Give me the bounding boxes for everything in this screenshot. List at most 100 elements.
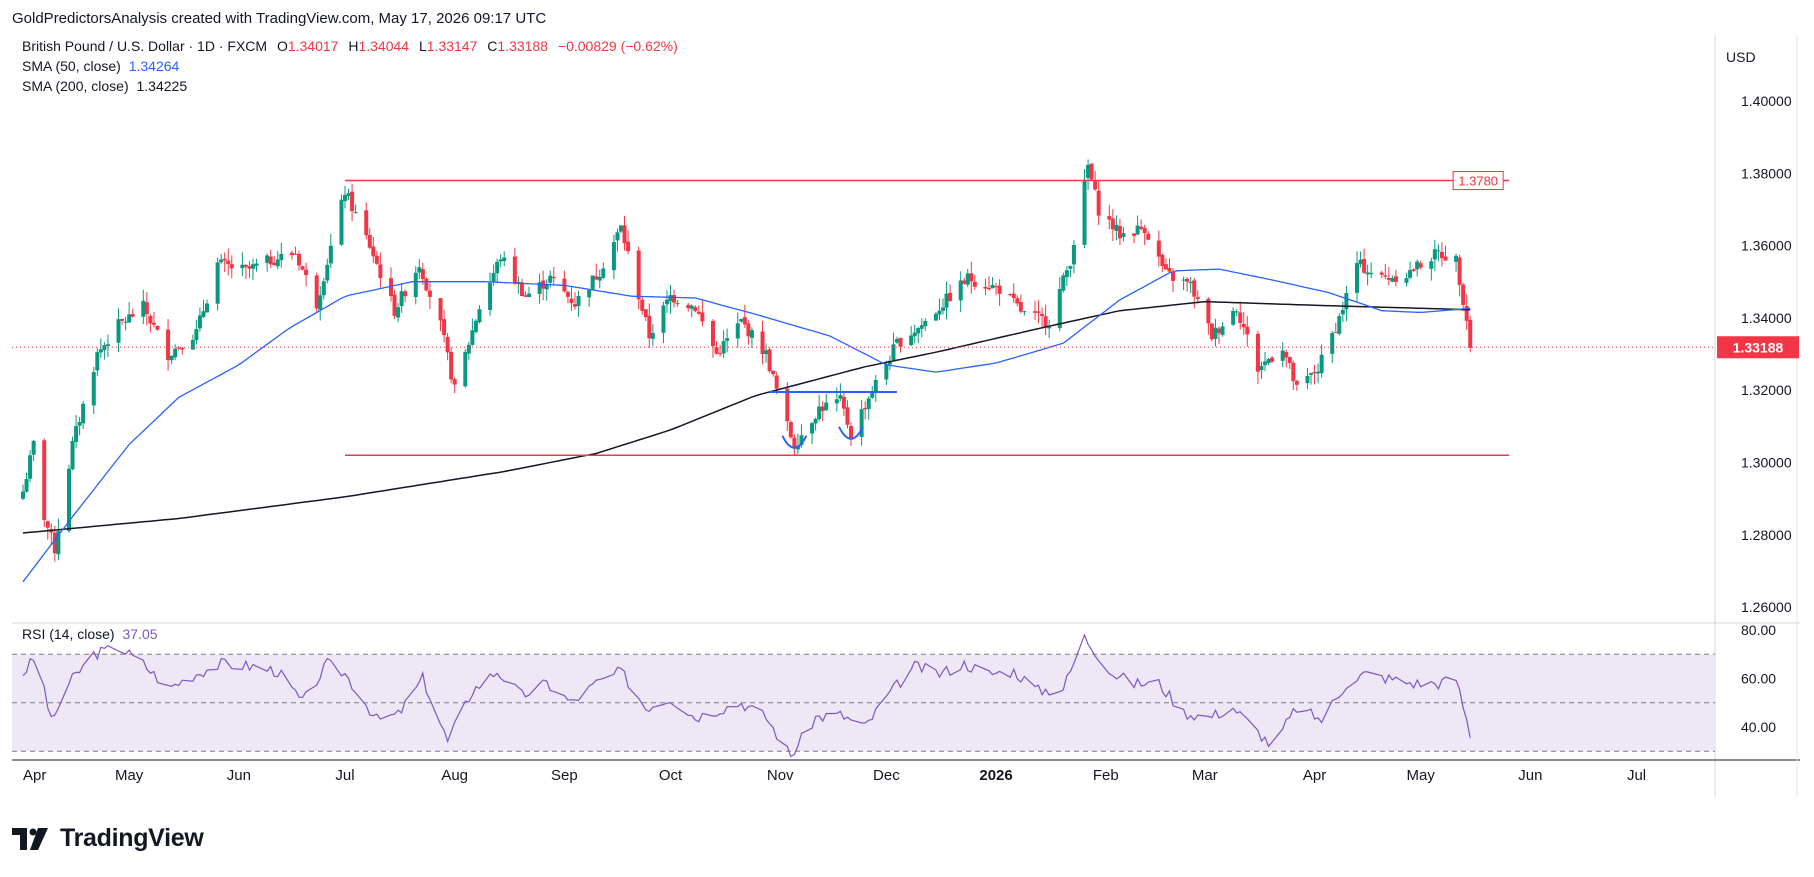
candle-body xyxy=(166,329,171,361)
candle-body xyxy=(328,245,333,264)
candle-body xyxy=(944,293,949,308)
candle-body xyxy=(1238,312,1243,323)
candle-body xyxy=(325,264,330,281)
sma50-label: SMA (50, close) xyxy=(22,58,121,74)
candle-body xyxy=(491,273,496,282)
candle-body xyxy=(343,195,347,202)
candle-body xyxy=(1457,257,1462,285)
candle-body xyxy=(1461,284,1466,305)
candle-body xyxy=(297,253,301,266)
candle-body xyxy=(650,333,655,339)
candle-body xyxy=(994,286,999,288)
candle-body xyxy=(1033,311,1037,313)
candle-body xyxy=(665,299,669,305)
candle-body xyxy=(1436,250,1441,252)
candle-body xyxy=(739,318,744,322)
candle-body xyxy=(1439,251,1444,259)
currency-selector[interactable]: USD xyxy=(1726,48,1756,65)
candle-body xyxy=(700,312,705,322)
tradingview-logo-icon xyxy=(12,827,48,850)
candle-body xyxy=(1270,357,1275,362)
candle-body xyxy=(597,276,602,281)
candle-body xyxy=(941,307,945,311)
candle-body xyxy=(548,275,553,283)
candle-body xyxy=(895,338,899,343)
candle-body xyxy=(1365,272,1370,275)
candle-body xyxy=(215,262,220,304)
candle-body xyxy=(672,295,677,303)
close-value: 1.33188 xyxy=(497,38,548,54)
candle-body xyxy=(1015,298,1020,304)
candle-body xyxy=(155,325,160,330)
candle-body xyxy=(590,275,595,290)
candle-body xyxy=(304,269,309,276)
time-tick-label: Feb xyxy=(1093,767,1119,784)
candle-body xyxy=(767,349,772,372)
candle-body xyxy=(948,292,953,302)
sma200-value: 1.34225 xyxy=(136,78,188,94)
level-label-box xyxy=(1452,171,1504,191)
candle-body xyxy=(1344,293,1349,310)
candle-body xyxy=(622,225,627,244)
close-label: C xyxy=(487,38,498,54)
candle-body xyxy=(1135,225,1140,235)
candle-body xyxy=(417,267,422,273)
candle-body xyxy=(774,375,779,389)
rsi-label: RSI (14, close) xyxy=(22,626,115,642)
candle-body xyxy=(98,349,103,353)
time-tick-label: Aug xyxy=(441,767,468,784)
price-tick-label: 1.28000 xyxy=(1741,527,1792,543)
candle-body xyxy=(849,426,853,438)
candle-body xyxy=(785,388,790,422)
tradingview-wordmark: TradingView xyxy=(60,824,204,852)
candle-body xyxy=(339,199,344,245)
candle-body xyxy=(898,337,903,347)
price-chart[interactable]: 1.3780 1.33188 1.40000 1.38000 1.36000 1.340… xyxy=(12,35,1800,797)
candle-body xyxy=(226,260,231,265)
candle-body xyxy=(1369,272,1374,275)
candle-body xyxy=(1284,351,1289,358)
candle-body xyxy=(240,264,245,269)
candle-body xyxy=(300,266,305,270)
candle-body xyxy=(686,305,691,309)
candle-body xyxy=(891,344,896,360)
candle-body xyxy=(834,399,839,404)
candle-body xyxy=(866,398,871,410)
candle-body xyxy=(1043,316,1048,327)
candle-body xyxy=(863,407,868,410)
candle-body xyxy=(1337,316,1342,334)
candle-body xyxy=(1167,268,1172,272)
candle-body xyxy=(229,264,234,269)
last-price-badge xyxy=(1717,336,1799,359)
candle-body xyxy=(1040,313,1045,317)
time-tick-label: Apr xyxy=(23,767,46,784)
chart-frame: 1.3780 1.33188 1.40000 1.38000 1.36000 1.340… xyxy=(12,35,1800,797)
candle-body xyxy=(1121,233,1126,237)
sma50-line xyxy=(22,268,1471,583)
rsi-legend: RSI (14, close) 37.05 xyxy=(22,626,158,642)
candle-body xyxy=(838,395,843,399)
candle-body xyxy=(1333,331,1338,333)
candle-body xyxy=(1139,226,1144,229)
candle-body xyxy=(1160,254,1165,266)
candle-body xyxy=(1217,328,1221,334)
candle-body xyxy=(735,323,740,339)
candle-body xyxy=(1393,276,1398,282)
candle-body xyxy=(1312,371,1317,374)
candle-body xyxy=(473,320,478,332)
time-tick-label: Jun xyxy=(1518,767,1542,784)
high-value: 1.34044 xyxy=(358,38,410,54)
pattern-arc xyxy=(781,435,808,449)
candle-body xyxy=(470,330,475,345)
candle-body xyxy=(70,440,75,470)
candle-body xyxy=(1163,264,1168,270)
candle-body xyxy=(289,252,294,256)
candle-body xyxy=(77,421,82,426)
candle-body xyxy=(626,241,631,252)
candle-body xyxy=(445,336,450,353)
candle-body xyxy=(116,319,121,343)
candle-body xyxy=(962,280,967,284)
high-label: H xyxy=(348,38,359,54)
price-tick-label: 1.26000 xyxy=(1741,599,1792,615)
time-tick-label: Nov xyxy=(767,767,794,784)
